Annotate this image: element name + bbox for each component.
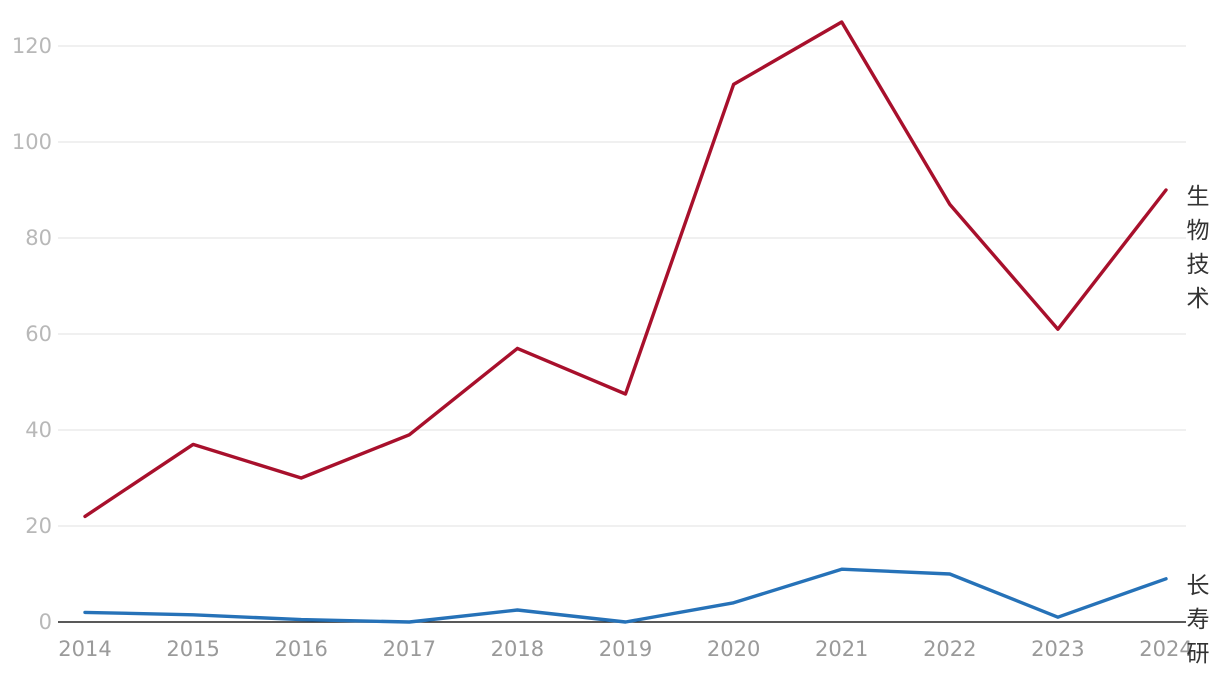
series-line-0 — [83, 20, 1168, 519]
x-tick-label: 2018 — [491, 637, 544, 661]
x-tick-label: 2024 — [1139, 637, 1192, 661]
x-tick-label: 2017 — [383, 637, 436, 661]
x-tick-label: 2021 — [815, 637, 868, 661]
series-line-1 — [83, 567, 1168, 624]
y-tick-label: 20 — [25, 514, 52, 538]
series-label-1: 长寿研 — [1187, 573, 1210, 667]
y-tick-label: 0 — [39, 610, 52, 634]
series-label-text: 长寿研 — [1187, 573, 1210, 667]
x-tick-label: 2020 — [707, 637, 760, 661]
series-lines — [83, 20, 1168, 624]
x-tick-label: 2023 — [1031, 637, 1084, 661]
series-label-text: 生物技术 — [1187, 184, 1210, 312]
y-tick-label: 100 — [12, 130, 52, 154]
y-gridlines — [58, 45, 1186, 527]
y-tick-label: 40 — [25, 418, 52, 442]
x-tick-label: 2016 — [274, 637, 327, 661]
y-tick-label: 60 — [25, 322, 52, 346]
y-tick-label: 120 — [12, 34, 52, 58]
x-tick-label: 2015 — [166, 637, 219, 661]
x-tick-label: 2014 — [58, 637, 111, 661]
x-tick-label: 2019 — [599, 637, 652, 661]
x-axis-tick-labels: 2014 2015 2016 2017 2018 2019 2020 2021 2022 2023… — [58, 637, 1192, 661]
y-axis-tick-labels: 0 20 40 60 80 100 120 — [12, 34, 52, 634]
y-tick-label: 80 — [25, 226, 52, 250]
series-label-0: 生物技术 — [1187, 184, 1210, 312]
x-tick-label: 2022 — [923, 637, 976, 661]
